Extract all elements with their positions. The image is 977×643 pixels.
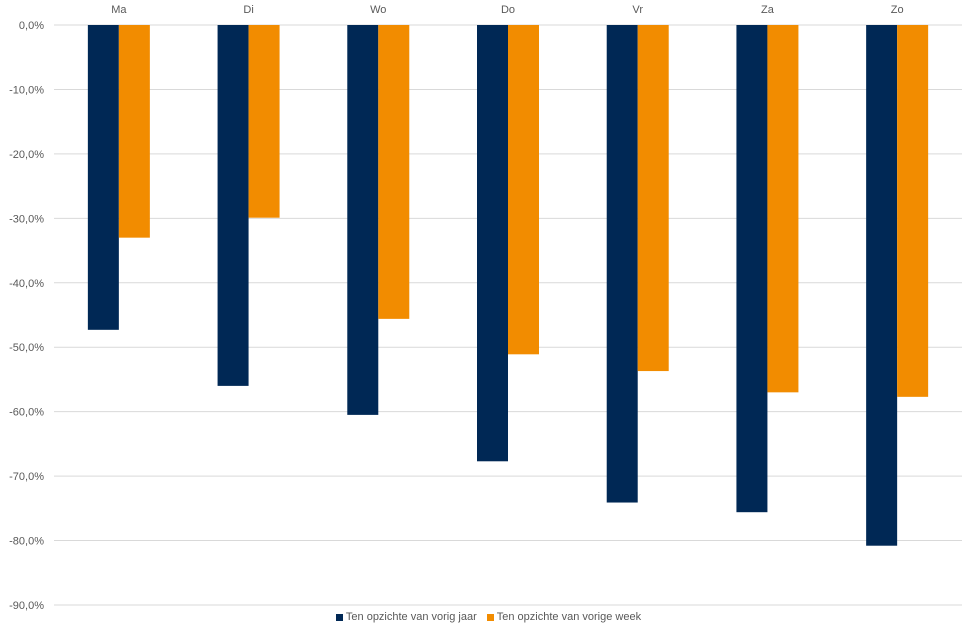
y-tick-label: -20,0% xyxy=(9,149,44,161)
y-tick-label: -40,0% xyxy=(9,278,44,290)
bars xyxy=(87,25,929,546)
legend-swatch-series-1 xyxy=(335,613,343,621)
bar-series-1 xyxy=(87,25,119,330)
y-tick-label: -90,0% xyxy=(9,600,44,612)
x-category-label: Wo xyxy=(370,4,386,16)
legend-swatch-series-2 xyxy=(486,613,494,621)
bar-series-2 xyxy=(378,25,410,319)
y-tick-label: -50,0% xyxy=(9,342,44,354)
legend: Ten opzichte van vorig jaar Ten opzichte… xyxy=(0,611,977,623)
x-axis-categories: Ma Di Wo Do Vr Za Zo xyxy=(111,4,903,16)
bar-series-1 xyxy=(736,25,768,513)
bar-series-2 xyxy=(508,25,539,355)
y-tick-label: 0,0% xyxy=(19,20,44,32)
x-category-label: Zo xyxy=(891,4,904,16)
legend-label-series-1: Ten opzichte van vorig jaar xyxy=(345,611,477,623)
bar-series-1 xyxy=(477,25,508,462)
bar-series-2 xyxy=(118,25,150,238)
bar-series-1 xyxy=(347,25,379,415)
x-category-label: Di xyxy=(243,4,253,16)
x-category-label: Ma xyxy=(111,4,127,16)
bar-series-1 xyxy=(217,25,249,386)
bar-series-2 xyxy=(248,25,280,218)
legend-label-series-2: Ten opzichte van vorige week xyxy=(496,611,642,623)
y-tick-label: -70,0% xyxy=(9,471,44,483)
legend-item-series-2: Ten opzichte van vorige week xyxy=(486,611,642,623)
x-category-label: Za xyxy=(761,4,775,16)
bar-series-1 xyxy=(866,25,898,546)
y-tick-label: -80,0% xyxy=(9,536,44,548)
x-category-label: Do xyxy=(501,4,515,16)
bar-series-1 xyxy=(606,25,638,503)
legend-item-series-1: Ten opzichte van vorig jaar xyxy=(335,611,477,623)
bar-series-2 xyxy=(767,25,799,393)
x-category-label: Vr xyxy=(632,4,643,16)
bar-series-2 xyxy=(897,25,929,397)
y-tick-label: -10,0% xyxy=(9,84,44,96)
y-tick-label: -60,0% xyxy=(9,407,44,419)
bar-series-2 xyxy=(637,25,669,372)
y-axis-ticks: 0,0% -10,0% -20,0% -30,0% -40,0% -50,0% -60,0%… xyxy=(9,20,44,612)
y-tick-label: -30,0% xyxy=(9,213,44,225)
